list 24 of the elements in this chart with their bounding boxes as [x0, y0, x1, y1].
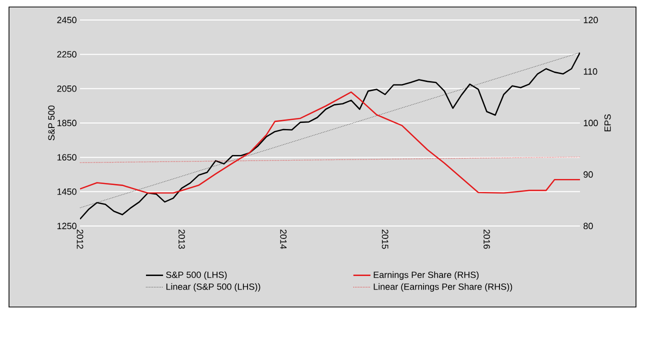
y-tick-label: 2450 — [57, 16, 76, 24]
legend-label: Earnings Per Share (RHS) — [374, 271, 479, 280]
y2-tick-label: 120 — [584, 16, 598, 24]
line-series — [80, 91, 580, 194]
x-tick-label: 2016 — [484, 230, 490, 249]
x-tick-label: 2012 — [76, 230, 84, 249]
x-tick-label: 2015 — [382, 230, 388, 249]
y2-tick-label: 110 — [584, 68, 598, 75]
y-tick-label: 1450 — [57, 188, 76, 195]
y2-tick-label: 90 — [584, 171, 593, 178]
y-axis-title: S&P 500 — [48, 106, 55, 140]
y2-tick-label: 80 — [584, 222, 593, 230]
y2-tick-label: 100 — [584, 120, 598, 126]
legend-label: Linear (S&P 500 (LHS)) — [166, 283, 260, 292]
y-tick-label: 1250 — [57, 222, 76, 230]
y-tick-label: 1850 — [57, 120, 76, 126]
y2-axis-title: EPS — [604, 114, 611, 132]
x-tick-label: 2013 — [178, 230, 185, 249]
legend-label: Linear (Earnings Per Share (RHS)) — [374, 283, 512, 292]
y-tick-label: 2250 — [57, 51, 76, 58]
y-tick-label: 1650 — [57, 154, 76, 161]
y-tick-label: 2050 — [57, 85, 76, 92]
x-tick-label: 2014 — [280, 230, 287, 249]
legend-label: S&P 500 (LHS) — [166, 271, 227, 280]
